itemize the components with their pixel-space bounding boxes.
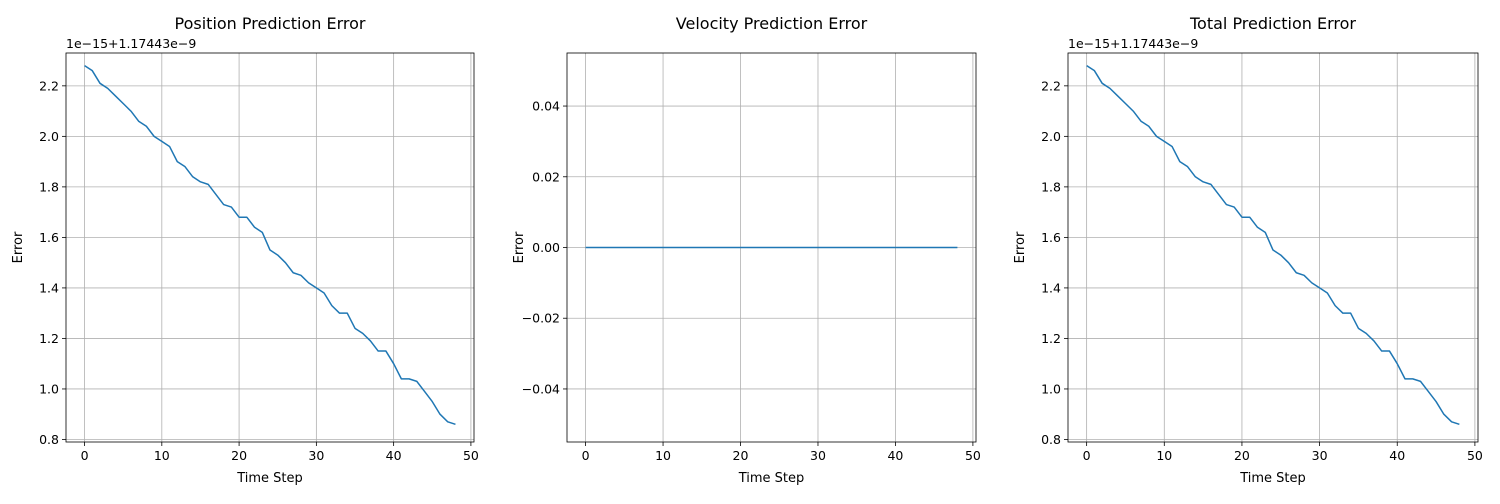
chart-title: Velocity Prediction Error xyxy=(676,14,868,33)
x-tick-label: 30 xyxy=(308,448,324,463)
x-axis-label: Time Step xyxy=(1239,471,1306,486)
y-tick-label: 2.2 xyxy=(39,78,59,93)
y-tick-label: 1.4 xyxy=(39,280,59,295)
y-tick-label: 1.6 xyxy=(39,230,59,245)
y-tick-label: 0.8 xyxy=(1041,432,1061,447)
x-tick-label: 10 xyxy=(154,448,170,463)
y-tick-label: 1.8 xyxy=(39,179,59,194)
y-tick-label: 1.0 xyxy=(39,381,59,396)
y-tick-label: 1.2 xyxy=(1041,331,1061,346)
y-tick-label: 1.6 xyxy=(1041,230,1061,245)
y-tick-label: 0.02 xyxy=(532,169,560,184)
y-tick-label: 1.2 xyxy=(39,331,59,346)
x-tick-label: 30 xyxy=(810,448,826,463)
chart-panel-2: 0 10 20 30 40 50 −0.04 −0.02 0.00 0.02 0.04 Velocit… xyxy=(512,14,981,486)
y-offset-label: 1e−15+1.17443e−9 xyxy=(66,36,196,51)
x-tick-label: 40 xyxy=(887,448,903,463)
chart-panel-1: 0 10 20 30 40 50 0.8 1.0 1.2 1.4 1.6 1.8 2.0 2.2 Posit… xyxy=(11,14,479,486)
y-tick-label: 0.00 xyxy=(532,240,560,255)
x-tick-label: 40 xyxy=(386,448,402,463)
y-tick-label: 2.0 xyxy=(39,129,59,144)
y-tick-label: 1.0 xyxy=(1041,381,1061,396)
y-tick-label: 1.8 xyxy=(1041,179,1061,194)
y-axis-label: Error xyxy=(1013,231,1028,263)
chart-title: Total Prediction Error xyxy=(1189,14,1356,33)
x-tick-label: 0 xyxy=(81,448,89,463)
x-tick-label: 10 xyxy=(1156,448,1172,463)
x-tick-label: 20 xyxy=(733,448,749,463)
y-tick-label: 0.8 xyxy=(39,432,59,447)
x-tick-label: 20 xyxy=(1234,448,1250,463)
chart-title: Position Prediction Error xyxy=(175,14,366,33)
y-tick-label: 2.2 xyxy=(1041,78,1061,93)
x-axis-label: Time Step xyxy=(236,471,303,486)
x-axis-label: Time Step xyxy=(738,471,805,486)
x-tick-label: 30 xyxy=(1312,448,1328,463)
x-tick-label: 20 xyxy=(231,448,247,463)
y-tick-label: −0.04 xyxy=(522,381,560,396)
x-tick-label: 50 xyxy=(1467,448,1483,463)
y-axis-label: Error xyxy=(11,231,26,263)
x-tick-label: 0 xyxy=(582,448,590,463)
y-tick-label: −0.02 xyxy=(522,311,560,326)
series-line xyxy=(1086,65,1460,426)
y-tick-label: 2.0 xyxy=(1041,129,1061,144)
x-tick-label: 50 xyxy=(965,448,981,463)
y-axis-label: Error xyxy=(512,231,527,263)
y-offset-label: 1e−15+1.17443e−9 xyxy=(1068,36,1198,51)
y-tick-label: 1.4 xyxy=(1041,280,1061,295)
x-tick-label: 40 xyxy=(1389,448,1405,463)
axes-frame xyxy=(65,52,475,443)
x-tick-label: 50 xyxy=(463,448,479,463)
chart-panel-3: 0 10 20 30 40 50 0.8 1.0 1.2 1.4 1.6 1.8 2.0 2.2 Total… xyxy=(1013,14,1483,486)
axes-frame xyxy=(1067,52,1479,443)
series-line xyxy=(84,65,456,426)
y-tick-label: 0.04 xyxy=(532,99,560,114)
x-tick-label: 0 xyxy=(1083,448,1091,463)
x-tick-label: 10 xyxy=(655,448,671,463)
